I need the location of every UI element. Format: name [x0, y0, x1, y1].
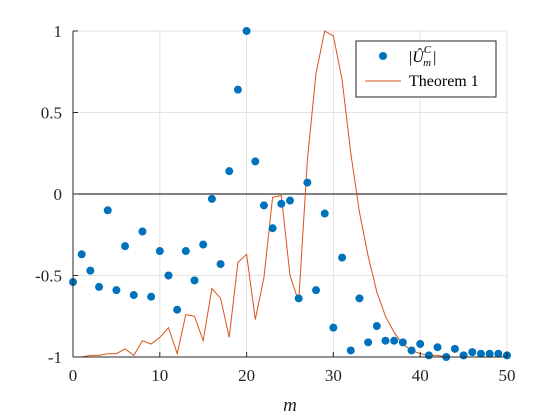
data-point-23	[268, 224, 277, 233]
data-point-44	[450, 344, 459, 353]
data-point-47	[476, 349, 485, 358]
x-tick-label-1: 10	[151, 366, 168, 385]
data-point-22	[259, 201, 268, 210]
x-tick-label-3: 30	[325, 366, 342, 385]
data-point-27	[303, 178, 312, 187]
data-point-34	[364, 338, 373, 347]
x-tick-label-4: 40	[412, 366, 429, 385]
data-point-3	[95, 282, 104, 291]
data-point-38	[398, 338, 407, 347]
data-point-31	[338, 253, 347, 262]
data-point-41	[424, 351, 433, 360]
x-tick-label-0: 0	[69, 366, 78, 385]
x-axis-label: m	[283, 395, 297, 416]
data-point-49	[494, 349, 503, 358]
y-tick-label-2: 0	[54, 185, 63, 204]
data-point-7	[129, 291, 138, 300]
data-point-33	[355, 294, 364, 303]
data-point-45	[459, 351, 468, 360]
data-point-29	[320, 209, 329, 218]
data-point-28	[312, 286, 321, 295]
data-point-19	[233, 85, 242, 94]
data-point-16	[207, 194, 216, 203]
data-point-12	[173, 305, 182, 314]
data-point-42	[433, 343, 442, 352]
data-point-14	[190, 276, 199, 285]
data-point-13	[181, 247, 190, 256]
data-point-11	[164, 271, 173, 280]
data-point-8	[138, 227, 147, 236]
data-point-4	[103, 206, 112, 215]
data-point-6	[121, 242, 130, 251]
legend: |ÛC m | Theorem 1	[355, 40, 497, 98]
data-point-48	[485, 349, 494, 358]
series-marker-layer	[69, 27, 511, 361]
legend-entry-line: Theorem 1	[409, 73, 479, 90]
data-point-15	[199, 240, 208, 249]
data-point-21	[251, 157, 260, 166]
axes	[72, 30, 508, 358]
series-line-layer	[73, 30, 507, 358]
data-point-10	[155, 247, 164, 256]
x-tick-label-5: 50	[499, 366, 516, 385]
data-point-25	[286, 196, 294, 205]
data-point-30	[329, 323, 338, 332]
data-point-9	[147, 292, 156, 301]
data-point-35	[372, 322, 381, 331]
legend-box	[355, 40, 497, 98]
data-point-18	[225, 167, 234, 176]
y-tick-label-0: -1	[48, 348, 62, 367]
theorem-1-line	[73, 30, 507, 358]
data-point-39	[407, 346, 416, 355]
data-point-37	[390, 336, 399, 345]
y-tick-label-4: 1	[54, 22, 63, 41]
data-point-40	[416, 339, 425, 348]
data-point-46	[468, 348, 477, 357]
data-point-24	[277, 199, 286, 208]
x-tick-label-2: 20	[238, 366, 255, 385]
legend-entry-dots: |ÛC m |	[409, 44, 436, 69]
legend-marker-dots	[379, 52, 387, 60]
data-point-26	[294, 294, 303, 303]
data-point-17	[216, 260, 225, 269]
data-point-5	[112, 286, 121, 295]
y-tick-label-1: -0.5	[35, 267, 62, 286]
tick-labels: 0 10 20 30 40 50 -1 -0.5 0 0.5 1	[35, 22, 515, 385]
data-point-2	[86, 266, 95, 275]
data-point-20	[242, 27, 251, 35]
data-point-32	[346, 346, 355, 355]
y-tick-label-3: 0.5	[41, 104, 62, 123]
data-point-1	[77, 250, 86, 259]
data-point-36	[381, 336, 390, 345]
